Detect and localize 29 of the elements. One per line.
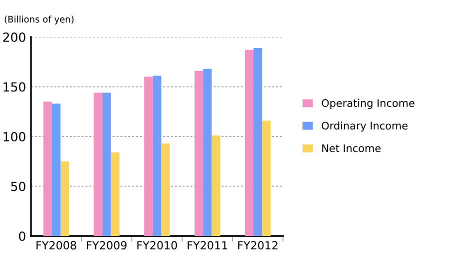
y-tick-label: 200 <box>3 32 26 42</box>
bar <box>212 136 220 236</box>
x-tick-label: FY2010 <box>137 241 177 250</box>
bar <box>262 120 271 236</box>
y-axis-title: (Billions of yen) <box>4 16 74 24</box>
y-tick-label: 50 <box>11 182 26 192</box>
bar <box>144 76 153 236</box>
x-tick-label: FY2009 <box>86 241 127 250</box>
bar <box>94 92 102 236</box>
x-tick-label: FY2011 <box>188 241 228 250</box>
y-tick-label: 150 <box>4 82 26 92</box>
legend-label: Net Income <box>322 144 381 152</box>
x-tick-label: FY2008 <box>36 241 76 250</box>
legend-label: Operating Income <box>322 98 414 110</box>
x-tick-label: FY2012 <box>238 241 278 250</box>
bar <box>60 161 70 236</box>
bar <box>244 50 254 236</box>
bar <box>110 152 120 236</box>
bar <box>203 68 212 236</box>
bar <box>194 70 204 236</box>
legend-label: Ordinary Income <box>322 122 408 132</box>
y-tick-label: 100 <box>4 132 26 142</box>
bar <box>52 104 60 236</box>
y-tick-label: 0 <box>19 231 26 241</box>
bar <box>43 102 52 236</box>
bar <box>254 48 262 236</box>
bar <box>161 143 170 236</box>
bar <box>152 76 162 236</box>
bar <box>102 92 111 236</box>
